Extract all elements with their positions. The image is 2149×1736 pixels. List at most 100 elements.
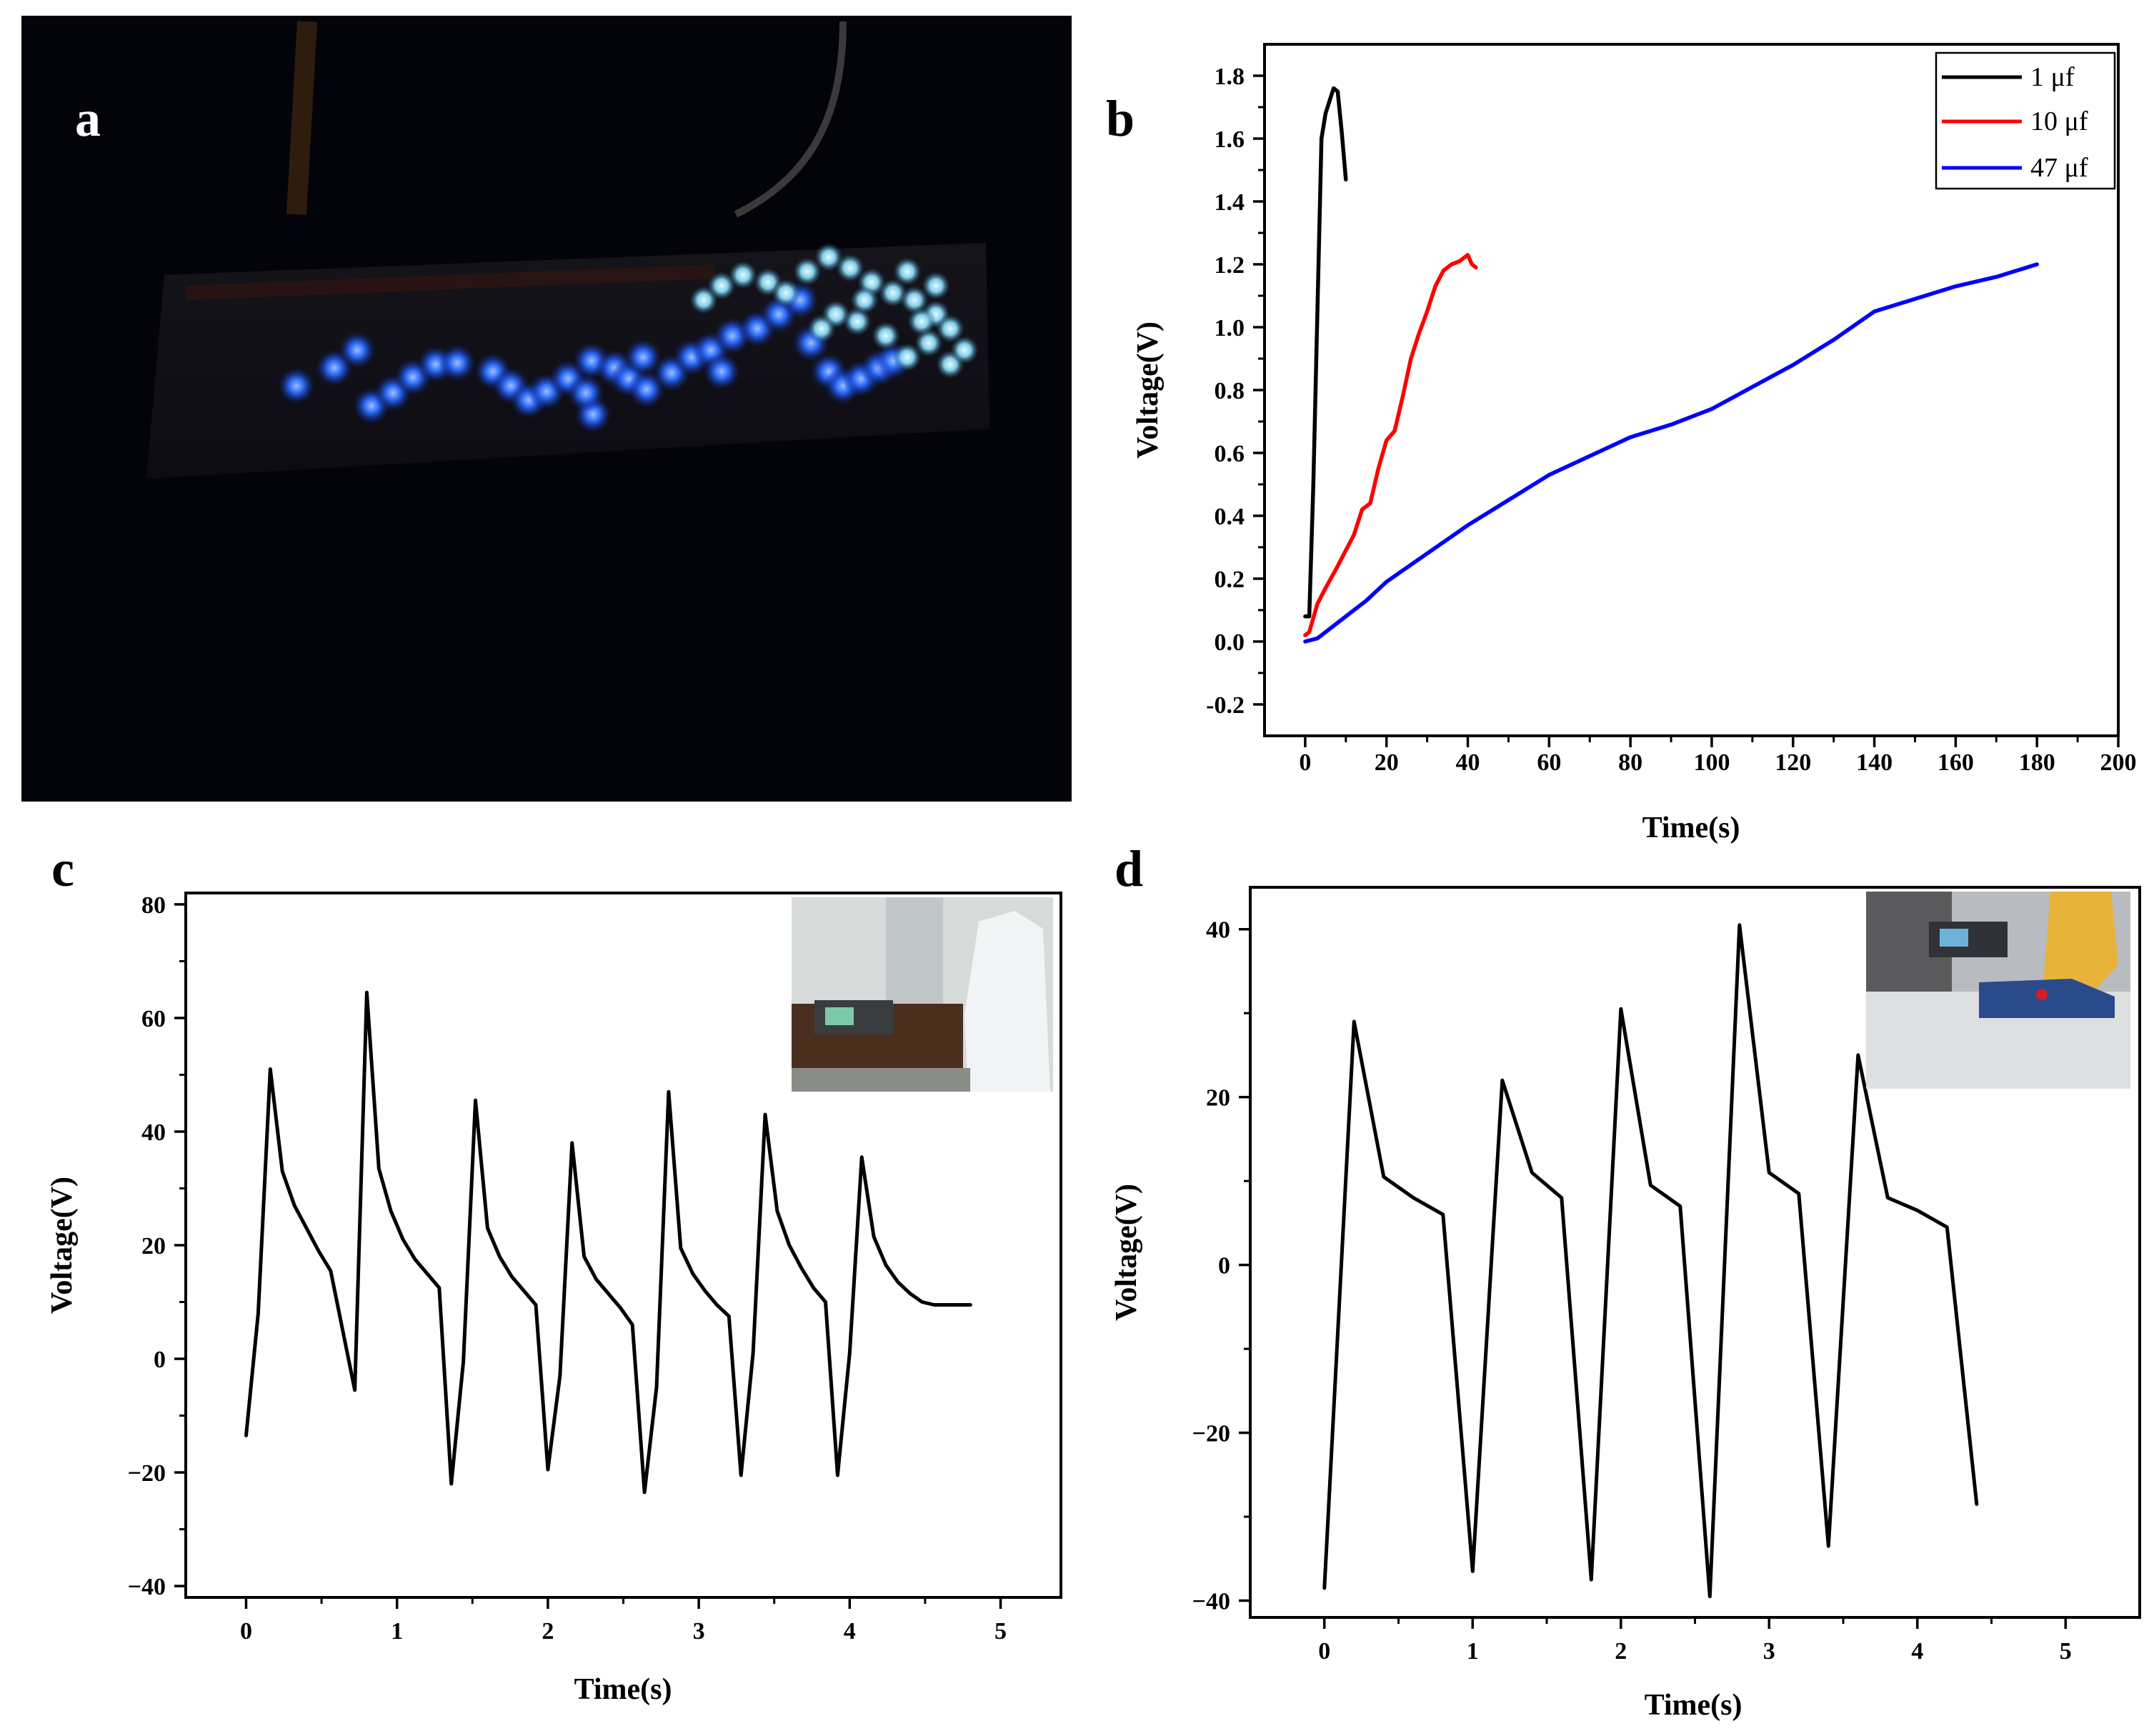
led-cyan-4 <box>772 279 800 307</box>
y-tick-label-c-4: 40 <box>141 1119 166 1146</box>
legend-b: 1 μf 10 μf 47 μf <box>1935 51 2116 190</box>
led-cyan-17 <box>907 307 936 336</box>
led-cyan-6 <box>814 243 843 271</box>
inset-meter-screen-d <box>1940 929 1968 947</box>
x-tick-label-c-0: 0 <box>240 1618 252 1645</box>
x-tick-label-c-1: 1 <box>391 1618 403 1645</box>
inset-sandal-light <box>2036 989 2048 1000</box>
led-blue-2 <box>339 331 376 369</box>
series-c <box>244 990 972 1495</box>
inset-sock <box>2043 892 2118 1000</box>
axes-d: 0 1 2 3 4 5 −40 −20 0 20 40 <box>1192 917 2072 1665</box>
y-axis-label-b: Voltage(V) <box>1132 321 1165 459</box>
x-tick-label-c-4: 4 <box>844 1618 856 1645</box>
y-tick-label-b-10: 1.8 <box>1215 64 1245 90</box>
y-tick-label-c-2: 0 <box>154 1347 166 1373</box>
x-tick-label-b-5: 100 <box>1693 749 1730 776</box>
led-cyan-2 <box>729 261 757 289</box>
x-tick-label-b-1: 20 <box>1375 749 1399 776</box>
x-tick-label-b-3: 60 <box>1537 749 1561 776</box>
x-tick-label-b-7: 140 <box>1856 749 1893 776</box>
led-cyan-18 <box>872 321 900 350</box>
led-cyan-5 <box>793 257 822 286</box>
led-cyan-24 <box>922 271 950 300</box>
panel-label-c: c <box>51 840 74 897</box>
cable <box>734 21 847 218</box>
inset-window <box>886 897 943 1004</box>
x-axis-label-b: Time(s) <box>1642 812 1740 844</box>
inset-photo-d <box>1866 892 2130 1089</box>
inset-meter-screen <box>825 1007 854 1025</box>
y-tick-label-c-3: 20 <box>141 1233 166 1259</box>
y-tick-label-b-4: 0.6 <box>1215 441 1245 467</box>
x-tick-label-b-6: 120 <box>1775 749 1811 776</box>
y-tick-label-b-2: 0.2 <box>1215 567 1245 593</box>
inset-floor <box>792 1068 970 1092</box>
series-line-d-0 <box>1322 923 1979 1599</box>
led-blue-0 <box>278 367 315 404</box>
x-tick-label-d-2: 2 <box>1615 1638 1627 1665</box>
panel-a-photo: a <box>21 16 1072 802</box>
y-tick-label-b-1: 0.0 <box>1215 629 1245 656</box>
led-cyan-14 <box>893 343 922 371</box>
x-tick-label-c-3: 3 <box>693 1618 705 1645</box>
panel-label-b: b <box>1106 90 1135 147</box>
y-axis-label-c: Voltage(V) <box>46 1177 79 1314</box>
led-cyan-16 <box>950 336 979 364</box>
legend-label-10uf: 10 μf <box>2030 106 2088 136</box>
y-tick-label-b-0: -0.2 <box>1206 692 1245 719</box>
series-line-c-0 <box>244 990 972 1495</box>
led-blue-32 <box>567 374 604 411</box>
led-blue-7 <box>439 344 476 381</box>
x-tick-label-b-4: 80 <box>1618 749 1642 776</box>
inset-labcoat <box>964 911 1050 1092</box>
x-tick-label-d-5: 5 <box>2060 1638 2072 1665</box>
led-cyan-12 <box>936 314 964 343</box>
led-cyan-21 <box>807 314 836 343</box>
y-tick-label-b-9: 1.6 <box>1215 126 1245 153</box>
led-cyan-22 <box>893 257 922 286</box>
series-b <box>1303 86 2039 644</box>
x-tick-label-d-1: 1 <box>1467 1638 1479 1665</box>
led-cyan-7 <box>836 254 864 282</box>
x-axis-label-d: Time(s) <box>1645 1689 1742 1722</box>
legend-label-1uf: 1 μf <box>2030 62 2075 92</box>
series-line-b-0 <box>1303 86 1348 619</box>
panel-b-chart: b 0 20 40 60 80 100 120 140 160 180 200-0.20.00.20… <box>1106 43 2137 844</box>
led-cyan-23 <box>850 286 879 314</box>
inset-photo-c <box>792 897 1053 1092</box>
x-tick-label-c-2: 2 <box>542 1618 554 1645</box>
x-tick-label-b-2: 40 <box>1456 749 1480 776</box>
y-tick-label-d-3: 20 <box>1206 1085 1230 1112</box>
series-line-b-2 <box>1303 262 2039 644</box>
led-array <box>278 243 979 433</box>
series-line-b-1 <box>1303 253 1478 637</box>
panel-label-a: a <box>75 90 101 147</box>
y-tick-label-b-7: 1.2 <box>1215 252 1245 279</box>
y-tick-label-b-6: 1.0 <box>1215 315 1245 341</box>
y-tick-label-c-6: 80 <box>141 892 166 919</box>
panel-label-d: d <box>1115 840 1143 897</box>
x-tick-label-d-4: 4 <box>1911 1638 1923 1665</box>
y-tick-label-b-8: 1.4 <box>1215 189 1245 216</box>
x-tick-label-b-0: 0 <box>1299 749 1311 776</box>
axes-b: 0 20 40 60 80 100 120 140 160 180 200 -0.2 0.0 0.2 0.4… <box>1206 64 2136 776</box>
x-tick-label-c-5: 5 <box>994 1618 1007 1645</box>
x-axis-label-c: Time(s) <box>574 1673 672 1706</box>
y-tick-label-d-2: 0 <box>1218 1253 1230 1279</box>
legend-label-47uf: 47 μf <box>2030 153 2088 183</box>
y-tick-label-d-4: 40 <box>1206 917 1230 944</box>
series-d <box>1322 923 1979 1599</box>
y-tick-label-c-1: −20 <box>128 1460 166 1487</box>
led-cyan-1 <box>707 271 736 300</box>
y-tick-label-c-0: −40 <box>128 1574 166 1600</box>
led-blue-30 <box>624 339 662 376</box>
y-tick-label-b-5: 0.8 <box>1215 378 1245 404</box>
y-tick-label-b-3: 0.4 <box>1215 504 1245 530</box>
x-tick-label-b-10: 200 <box>2100 749 2137 776</box>
x-tick-label-b-8: 160 <box>1938 749 1974 776</box>
y-tick-label-d-1: −20 <box>1192 1421 1230 1447</box>
y-tick-label-c-5: 60 <box>141 1006 166 1032</box>
y-axis-label-d: Voltage(V) <box>1110 1184 1143 1321</box>
breadboard-edge <box>186 264 714 300</box>
